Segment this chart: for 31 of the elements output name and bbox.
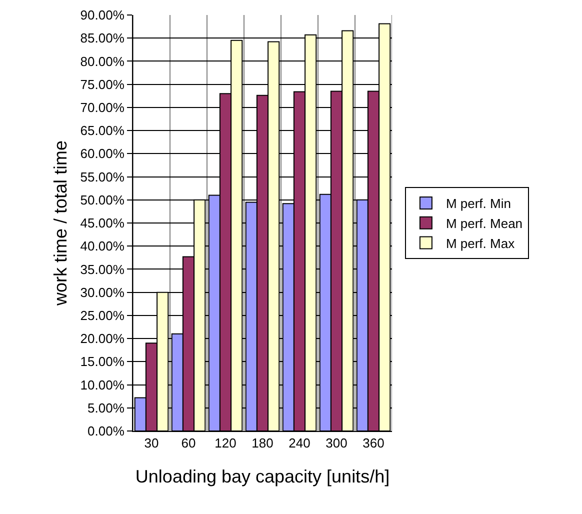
- y-tick-label: 55.00%: [80, 169, 125, 184]
- x-tick-label: 180: [252, 436, 274, 451]
- legend-label: M perf. Max: [446, 236, 516, 251]
- y-tick-label: 10.00%: [80, 377, 125, 392]
- x-tick-label: 120: [214, 436, 236, 451]
- y-tick-label: 90.00%: [80, 8, 125, 23]
- x-tick-label: 30: [144, 436, 159, 451]
- y-tick-label: 30.00%: [80, 284, 125, 300]
- x-tick-label: 300: [326, 436, 348, 451]
- x-tick-label: 60: [181, 436, 196, 451]
- y-tick-label: 15.00%: [80, 354, 125, 370]
- y-tick-label: 65.00%: [80, 123, 125, 138]
- y-tick-label: 70.00%: [80, 100, 125, 115]
- y-tick-label: 45.00%: [80, 216, 125, 231]
- y-tick-label: 40.00%: [80, 238, 125, 254]
- legend-label: M perf. Min: [446, 196, 511, 212]
- y-tick-label: 75.00%: [80, 76, 125, 92]
- y-tick-label: 60.00%: [80, 146, 125, 162]
- y-axis-title: work time / total time: [50, 140, 71, 307]
- x-tick-label: 360: [362, 436, 384, 451]
- y-tick-label: 50.00%: [80, 192, 125, 208]
- y-tick-label: 5.00%: [88, 400, 125, 416]
- y-tick-label: 80.00%: [80, 54, 125, 69]
- x-axis-title: Unloading bay capacity [units/h]: [135, 466, 390, 487]
- y-tick-label: 35.00%: [80, 262, 125, 277]
- y-tick-label: 0.00%: [88, 424, 125, 439]
- y-tick-label: 20.00%: [80, 331, 125, 346]
- legend-label: M perf. Mean: [446, 216, 523, 231]
- y-tick-label: 85.00%: [80, 30, 125, 46]
- x-tick-label: 240: [288, 436, 310, 451]
- y-tick-label: 25.00%: [80, 308, 125, 323]
